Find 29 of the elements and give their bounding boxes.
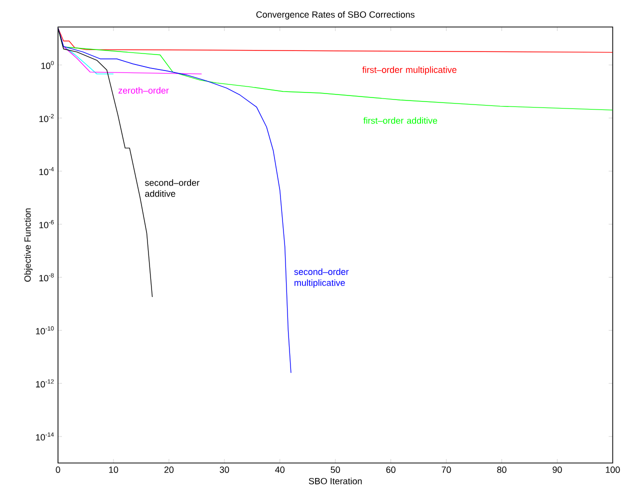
x-tick-label: 10	[109, 466, 118, 473]
x-tick-label: 80	[497, 466, 506, 473]
chart-title: Convergence Rates of SBO Corrections	[256, 11, 414, 20]
y-tick-label: 10$^{-6}$	[39, 220, 54, 228]
x-tick-label: 70	[442, 466, 451, 473]
line-series	[58, 28, 613, 53]
series-label: first–order additive	[363, 117, 438, 124]
y-tick-label: 10$^{-2}$	[39, 114, 54, 122]
x-tick-label: 50	[330, 466, 340, 473]
line-series	[58, 28, 292, 374]
y-tick-label: 10$^{0}$	[41, 60, 54, 70]
x-tick-label: 60	[386, 466, 396, 473]
series-label: zeroth–order	[118, 87, 169, 94]
y-tick-label: 10$^{-14}$	[36, 432, 54, 440]
x-tick-label: 90	[552, 466, 562, 473]
y-tick-label: 10$^{-8}$	[39, 273, 54, 282]
y-tick-label: 10$^{-4}$	[39, 167, 54, 176]
y-tick-label: 10$^{-12}$	[36, 379, 54, 388]
x-tick-label: 100	[606, 466, 620, 473]
series-label: second–order multiplicative	[294, 268, 349, 288]
x-tick-label: 20	[164, 466, 174, 473]
series-label: second–order additive	[144, 179, 200, 197]
x-axis-title: SBO Iteration	[308, 478, 362, 484]
y-axis-title: Objective Function	[24, 208, 33, 282]
series-label: first–order multiplicative	[362, 66, 456, 75]
x-tick-label: 40	[275, 466, 285, 473]
x-tick-label: 0	[56, 466, 60, 473]
x-tick-label: 30	[220, 466, 230, 473]
y-tick-label: 10$^{-10}$	[36, 326, 54, 334]
